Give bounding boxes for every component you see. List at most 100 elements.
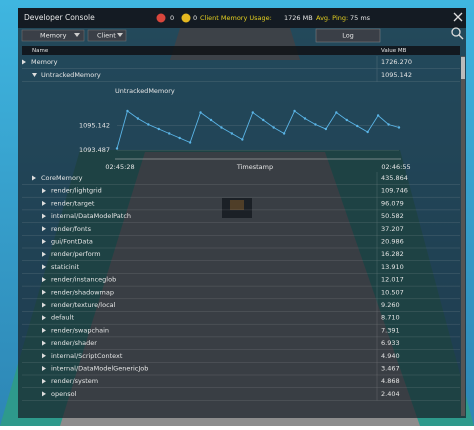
- expand-arrow[interactable]: [42, 277, 46, 283]
- data-point: [356, 124, 359, 128]
- data-point: [293, 109, 296, 113]
- y-tick-label: 1095.142: [79, 121, 110, 129]
- data-point: [324, 127, 328, 131]
- row-value: 4.940: [381, 352, 400, 360]
- row-name: gui/FontData: [51, 238, 93, 246]
- row-value: 109.746: [381, 187, 408, 195]
- row-value: 3.467: [381, 365, 400, 373]
- ping-value: 75 ms: [350, 14, 371, 22]
- close-button[interactable]: [453, 12, 463, 22]
- data-point: [230, 132, 234, 135]
- search-icon[interactable]: [451, 27, 461, 37]
- row-value: 10.507: [381, 288, 404, 296]
- data-point: [282, 132, 286, 135]
- expand-arrow[interactable]: [42, 251, 46, 257]
- error-icon[interactable]: [156, 13, 166, 23]
- column-name: Name: [32, 48, 49, 54]
- expand-arrow[interactable]: [32, 73, 37, 77]
- expand-arrow[interactable]: [42, 378, 46, 384]
- log-button[interactable]: [315, 28, 381, 43]
- row-value: 9.260: [381, 301, 400, 309]
- x-axis-title: Timestamp: [236, 163, 273, 171]
- data-point: [220, 126, 223, 129]
- target-dropdown-arrow: [117, 33, 123, 37]
- data-point: [209, 118, 213, 122]
- scrollbar[interactable]: [461, 56, 465, 416]
- row-value: 435.864: [381, 174, 408, 182]
- expand-arrow[interactable]: [42, 264, 46, 270]
- data-point: [314, 123, 317, 126]
- row-value: 8.710: [381, 314, 400, 322]
- view-dropdown-arrow: [74, 33, 80, 37]
- expand-arrow[interactable]: [42, 366, 46, 371]
- expand-arrow[interactable]: [42, 302, 46, 308]
- expand-arrow[interactable]: [32, 175, 36, 181]
- row-value: 37.207: [381, 225, 404, 233]
- scrollbar-thumb[interactable]: [461, 57, 465, 79]
- row-value: 7.391: [381, 326, 400, 334]
- expand-arrow[interactable]: [42, 315, 46, 321]
- memory-line: [116, 110, 400, 149]
- row-name: render/swapchain: [51, 326, 109, 334]
- data-point: [199, 111, 202, 114]
- row-name: render/shadowmap: [51, 288, 114, 296]
- row-name: staticinit: [51, 263, 80, 271]
- row-name: render/target: [51, 199, 95, 207]
- column-value: Value MB: [381, 48, 407, 54]
- data-point: [251, 111, 254, 114]
- chart-title: UntrackedMemory: [115, 87, 175, 95]
- row-name: CoreMemory: [41, 174, 83, 182]
- row-name: render/fonts: [51, 225, 92, 233]
- row-value: 50.582: [381, 212, 404, 220]
- warning-count: 0: [193, 14, 197, 22]
- row-name: render/shader: [51, 339, 97, 347]
- row-value: 20.986: [381, 238, 404, 246]
- expand-arrow[interactable]: [22, 59, 26, 65]
- data-point: [147, 123, 150, 126]
- expand-arrow[interactable]: [42, 327, 46, 333]
- data-point: [387, 123, 390, 126]
- x-start-label: 02:45:28: [105, 163, 134, 171]
- row-name: render/perform: [51, 250, 101, 258]
- row-value: 4.868: [381, 377, 400, 385]
- expand-arrow[interactable]: [42, 239, 46, 244]
- expand-arrow[interactable]: [42, 200, 46, 206]
- search-icon-handle: [458, 34, 464, 40]
- memory-label: Client Memory Usage:: [200, 14, 272, 22]
- data-point: [303, 117, 307, 120]
- data-point: [136, 117, 140, 120]
- row-name: Memory: [31, 58, 58, 66]
- expand-arrow[interactable]: [42, 391, 46, 397]
- row-name: internal/ScriptContext: [51, 352, 123, 360]
- data-point: [262, 118, 265, 122]
- expand-arrow[interactable]: [42, 340, 46, 346]
- row-name: UntrackedMemory: [41, 71, 101, 79]
- data-point: [188, 141, 192, 144]
- memory-value: 1726 MB: [284, 14, 313, 22]
- row-name: render/system: [51, 377, 98, 385]
- data-point: [241, 138, 244, 141]
- expand-arrow[interactable]: [42, 226, 46, 232]
- expand-arrow[interactable]: [42, 213, 46, 219]
- row-name: opensol: [51, 390, 77, 398]
- ping-label: Avg. Ping:: [316, 14, 348, 22]
- row-value: 12.017: [381, 276, 404, 284]
- expand-arrow[interactable]: [42, 188, 46, 194]
- data-point: [115, 147, 119, 150]
- row-value: 13.910: [381, 263, 404, 271]
- warning-icon[interactable]: [181, 13, 191, 23]
- expand-arrow[interactable]: [42, 289, 46, 295]
- expand-arrow[interactable]: [42, 353, 46, 359]
- row-name: render/texture/local: [51, 301, 116, 309]
- table-header: [22, 46, 460, 55]
- row-value: 1726.270: [381, 58, 412, 66]
- error-count: 0: [170, 14, 174, 22]
- row-name: internal/DataModelGenericJob: [51, 365, 148, 373]
- console-panel: [18, 8, 466, 418]
- data-point: [397, 126, 401, 129]
- row-name: default: [51, 314, 74, 322]
- target-dropdown[interactable]: [87, 29, 127, 42]
- view-dropdown[interactable]: [21, 29, 85, 42]
- target-dropdown-label: Client: [97, 32, 116, 40]
